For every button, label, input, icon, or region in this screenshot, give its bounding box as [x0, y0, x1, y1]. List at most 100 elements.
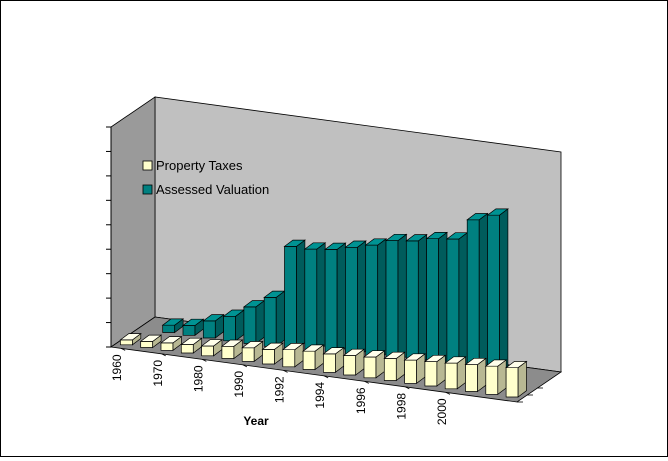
legend: Property Taxes Assessed Valuation	[142, 158, 269, 197]
value-axis	[106, 126, 112, 348]
property-taxes-bar-top	[322, 347, 345, 355]
chart-bars	[119, 208, 528, 398]
assessed-valuation-bar-top	[202, 314, 225, 322]
x-axis-ticks: 1960 1970 1980 1990 1992 1994 1996 1998 2000	[110, 348, 543, 425]
x-tick-label: 2000	[435, 398, 449, 425]
x-tick-mark	[161, 353, 166, 357]
x-axis-title: Year	[243, 414, 269, 428]
assessed-valuation-bar	[445, 231, 469, 372]
assessed-valuation-bar-front	[284, 246, 297, 350]
property-taxes-bar	[302, 344, 325, 371]
property-taxes-bar-top	[505, 361, 528, 369]
assessed-valuation-bar-side	[255, 299, 265, 345]
assessed-valuation-bar-top	[324, 242, 347, 250]
property-taxes-bar-top	[362, 350, 386, 358]
x-tick-mark	[202, 359, 207, 362]
assessed-valuation-bar-front	[162, 324, 176, 333]
property-taxes-bar-top	[423, 354, 447, 362]
property-taxes-bar-front	[241, 347, 255, 362]
property-taxes-bar-top	[159, 336, 183, 344]
property-taxes-bar-front	[282, 349, 296, 368]
property-taxes-bar-top	[281, 343, 305, 351]
property-taxes-bar-top	[139, 334, 163, 342]
assessed-valuation-bar-side	[336, 242, 346, 356]
assessed-valuation-bar	[405, 233, 428, 367]
property-taxes-bar	[261, 342, 284, 365]
assessed-valuation-bar	[181, 318, 205, 336]
assessed-valuation-bar-side	[275, 290, 285, 347]
property-taxes-bar-front	[404, 359, 417, 384]
legend-label: Assessed Valuation	[156, 182, 269, 197]
assessed-valuation-bar	[324, 242, 347, 356]
legend-label: Property Taxes	[156, 158, 243, 173]
property-taxes-bar-front	[120, 339, 133, 346]
assessed-valuation-bar-top	[486, 208, 509, 216]
assessed-valuation-bar-top	[344, 240, 367, 248]
assessed-valuation-bar-side	[316, 242, 326, 353]
x-tick-label: 1960	[110, 354, 124, 381]
property-taxes-bar	[362, 350, 386, 379]
assessed-valuation-bar-top	[425, 232, 449, 240]
assessed-valuation-bar-top	[283, 239, 306, 247]
assessed-valuation-bar-top	[161, 318, 185, 326]
property-taxes-bar	[383, 351, 406, 382]
property-taxes-bar-front	[505, 367, 519, 398]
property-taxes-bar	[200, 339, 224, 357]
property-taxes-bar-front	[180, 344, 194, 354]
x-tick-mark	[364, 381, 369, 384]
assessed-valuation-bar-front	[426, 238, 439, 369]
x-tick-label: 1990	[232, 371, 246, 398]
assessed-valuation-bar-front	[405, 240, 419, 366]
property-taxes-bar	[464, 357, 487, 393]
assessed-valuation-bar-front	[202, 320, 216, 339]
assessed-valuation-bar-front	[182, 325, 196, 336]
property-taxes-bar	[241, 340, 264, 362]
x-tick-mark	[283, 370, 288, 373]
property-taxes-bar-front	[465, 364, 478, 392]
assessed-valuation-bar-top	[405, 234, 428, 242]
x-tick-label: 1994	[313, 382, 327, 409]
property-taxes-bar-front	[140, 341, 154, 348]
x-tick-label: 1996	[354, 387, 368, 414]
x-tick-mark	[405, 386, 410, 390]
property-taxes-bar-top	[220, 339, 244, 347]
property-taxes-bar-front	[201, 345, 214, 357]
assessed-valuation-bar-top	[384, 233, 408, 241]
assessed-valuation-bar	[202, 313, 225, 339]
property-taxes-bar	[505, 360, 528, 398]
property-taxes-bar-top	[180, 337, 203, 345]
property-taxes-bar-front	[363, 356, 377, 379]
property-taxes-bar-front	[343, 355, 357, 376]
assessed-valuation-bar-front	[446, 238, 460, 372]
assessed-valuation-bar-top	[181, 318, 205, 326]
assessed-valuation-bar	[161, 318, 185, 334]
property-taxes-bar-front	[485, 365, 499, 395]
assessed-valuation-bar-side	[397, 233, 407, 364]
property-taxes-bar	[444, 356, 467, 390]
property-taxes-bar	[159, 335, 183, 351]
property-taxes-bar-top	[119, 333, 142, 341]
assessed-valuation-bar-front	[324, 249, 338, 355]
property-taxes-bar-top	[261, 342, 284, 350]
x-tick-mark	[242, 364, 248, 368]
property-taxes-bar-front	[323, 353, 336, 373]
property-taxes-bar-top	[200, 339, 224, 347]
side-wall	[110, 96, 156, 348]
assessed-valuation-bar-side	[357, 240, 367, 358]
x-tick-label: 1998	[394, 393, 408, 420]
property-taxes-bar-top	[241, 341, 264, 349]
property-taxes-bar-top	[484, 359, 508, 367]
assessed-valuation-bar	[486, 208, 509, 378]
x-tick-mark	[323, 375, 329, 379]
legend-swatch	[142, 184, 153, 195]
property-taxes-bar-front	[383, 358, 397, 381]
x-tick-mark	[120, 348, 126, 351]
assessed-valuation-bar-side	[478, 212, 488, 375]
assessed-valuation-bar	[283, 239, 306, 350]
property-taxes-bar-top	[444, 356, 467, 364]
property-taxes-bar-top	[383, 351, 406, 359]
property-taxes-bar-top	[403, 353, 427, 361]
assessed-valuation-bar-side	[499, 208, 509, 378]
property-taxes-bar-front	[160, 342, 174, 351]
